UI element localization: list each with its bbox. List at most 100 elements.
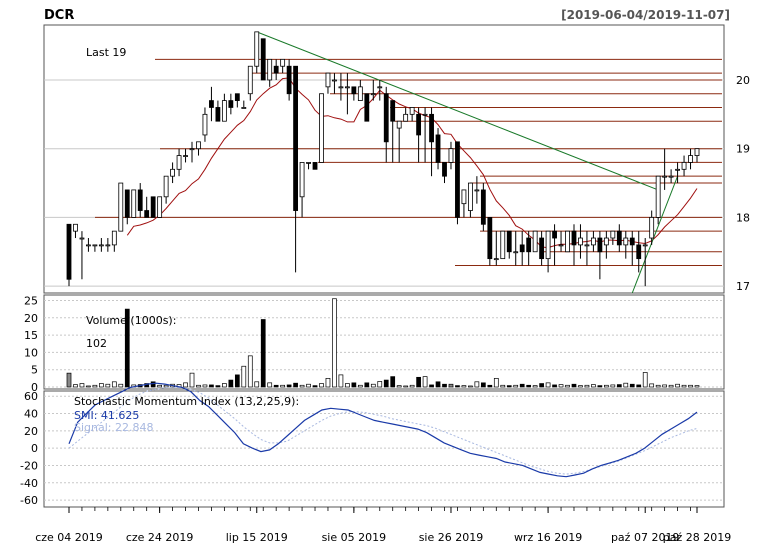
candle-body [448, 148, 454, 163]
volume-bar [435, 381, 441, 388]
volume-bar [73, 384, 78, 388]
candle-body [610, 230, 616, 239]
volume-bar [532, 385, 538, 388]
candle-body [221, 100, 227, 122]
candle-body [383, 93, 389, 143]
volume-bar [86, 385, 91, 388]
volume-bar [215, 385, 221, 388]
volume-bar [416, 376, 421, 388]
candle-body [254, 31, 260, 67]
candle-body [241, 107, 247, 109]
volume-bar [655, 384, 661, 388]
volume-bar [377, 381, 383, 388]
volume-bar [370, 383, 376, 388]
volume-bar [345, 383, 350, 388]
candle-body [416, 113, 422, 136]
volume-label: Volume (1000s): [86, 314, 176, 327]
volume-bar [267, 382, 273, 388]
candle-body [623, 237, 629, 246]
volume-bar [623, 382, 629, 388]
x-tick-label: cze 04 2019 [35, 531, 103, 544]
candle-body [636, 244, 642, 260]
volume-bar [591, 384, 596, 388]
candle-body [73, 223, 78, 232]
volume-bar [105, 383, 111, 388]
candle-body [189, 148, 195, 151]
candle-body [591, 237, 596, 246]
x-axis: cze 04 2019 cze 24 2019 lip 15 2019 sie 05 … [35, 507, 731, 544]
candle-body [170, 168, 175, 177]
candle-body [306, 162, 311, 164]
volume-bar [688, 384, 693, 388]
candle-body [280, 58, 286, 67]
volume-bar [610, 384, 616, 388]
price-frame [43, 24, 725, 294]
candle-body [552, 230, 557, 239]
candle-body [390, 100, 396, 122]
candle-body [422, 113, 428, 116]
candle-body [98, 244, 104, 247]
volume-bar [79, 383, 85, 388]
candle-body [183, 155, 188, 157]
candle-body [66, 223, 72, 280]
candle-body [86, 244, 91, 247]
volume-bar [118, 383, 124, 388]
volume-bar [455, 385, 460, 388]
candle-body [176, 155, 182, 170]
volume-bar [681, 384, 687, 388]
volume-bar [202, 384, 208, 388]
volume-bar [189, 372, 195, 388]
candle-body [688, 155, 693, 163]
candle-body [493, 258, 499, 261]
candle-body [299, 162, 305, 198]
volume-bar [565, 384, 570, 388]
candle-body [461, 189, 467, 205]
volume-bar [383, 379, 389, 388]
candle-body [409, 107, 415, 115]
volume-bar [144, 383, 150, 388]
volume-bar [442, 383, 447, 388]
volume-bar [183, 382, 188, 388]
volume-bar [92, 384, 98, 388]
candle-body [474, 189, 480, 192]
volume-bar [429, 384, 434, 388]
candle-body [532, 230, 538, 253]
volume-bar [662, 384, 667, 388]
volume-bar [209, 384, 214, 388]
candle-body [513, 251, 519, 254]
candle-body [455, 141, 460, 218]
volume-bar [99, 383, 104, 388]
candle-body [681, 162, 687, 170]
volume-bar [513, 384, 519, 388]
volume-bar [150, 381, 156, 388]
candle-body [584, 244, 590, 247]
indicator-tick-label: -60 [20, 494, 38, 507]
x-tick-label: wrz 16 2019 [514, 531, 582, 544]
volume-bar [163, 384, 169, 388]
candle-body [377, 86, 383, 89]
signal-line [68, 387, 698, 475]
candle-body [668, 175, 674, 178]
indicator-panel: -60 -40 -20 0 20 40 60 [20, 382, 725, 508]
volume-bar [539, 383, 544, 388]
volume-bar [616, 384, 622, 388]
candle-body [338, 86, 344, 89]
candle-body [370, 93, 376, 96]
smi-line [68, 382, 698, 478]
candle-body [273, 65, 279, 74]
candle-body [92, 244, 98, 247]
candle-body [364, 93, 370, 122]
last-price-label: Last 19 [86, 46, 126, 59]
volume-bar [364, 382, 370, 388]
indicator-frame [43, 390, 725, 508]
candle-body [202, 113, 208, 136]
volume-bar [390, 376, 396, 388]
candle-body [357, 86, 363, 101]
indicator-tick-label: 40 [24, 408, 38, 421]
x-tick-label: paź 28 2019 [663, 531, 731, 544]
volume-bar [319, 383, 324, 388]
candle-body [131, 189, 137, 218]
volume-bar [468, 385, 473, 388]
candle-body [565, 230, 570, 253]
trend-line-up [631, 175, 679, 294]
